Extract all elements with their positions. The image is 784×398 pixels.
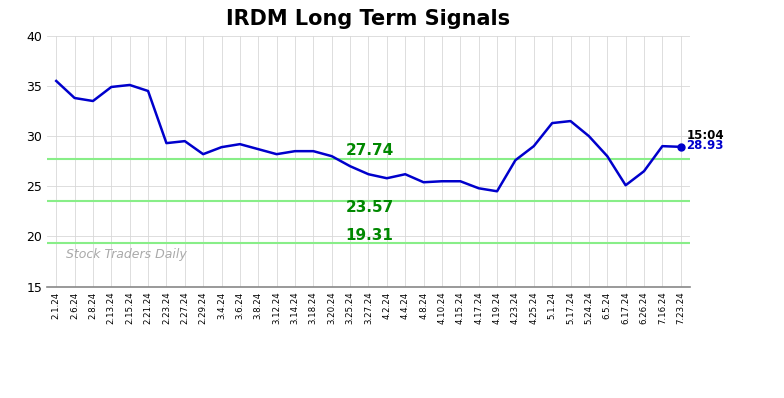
Text: 27.74: 27.74 (346, 143, 394, 158)
Text: 19.31: 19.31 (346, 228, 394, 243)
Title: IRDM Long Term Signals: IRDM Long Term Signals (227, 9, 510, 29)
Text: 23.57: 23.57 (346, 200, 394, 215)
Text: 15:04: 15:04 (686, 129, 724, 142)
Text: Stock Traders Daily: Stock Traders Daily (67, 248, 187, 261)
Text: 28.93: 28.93 (686, 139, 724, 152)
